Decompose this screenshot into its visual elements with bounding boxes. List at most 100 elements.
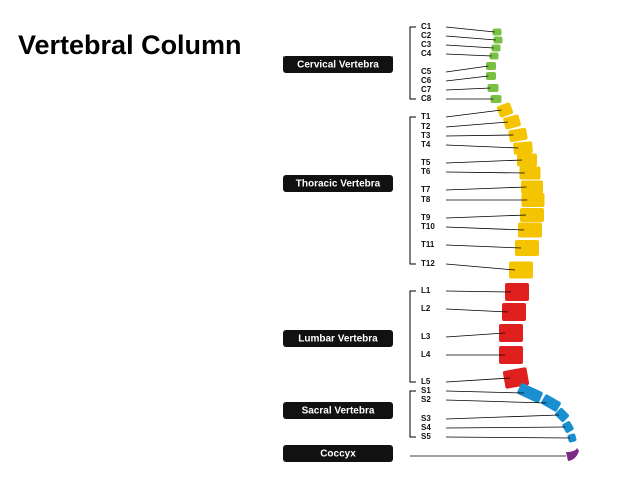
vertebra: [566, 448, 579, 461]
leader-line: [445, 65, 489, 73]
vertebra: [517, 153, 537, 167]
vertebra: [509, 261, 533, 279]
leader-line: [445, 308, 509, 313]
leader-line: [445, 377, 511, 383]
title: Vertebral Column: [18, 30, 242, 60]
group-label: Lumbar Vertebra: [298, 334, 378, 345]
vertebra: [491, 44, 501, 52]
leader-line: [445, 244, 522, 249]
bracket: [409, 390, 416, 438]
vertebra-label: T4: [421, 140, 431, 149]
bracket: [409, 26, 416, 100]
leader-line: [445, 134, 514, 137]
vertebra-label: T11: [421, 240, 435, 249]
group-box: [283, 402, 393, 419]
vertebra-label: L5: [421, 377, 431, 386]
vertebra: [541, 394, 561, 412]
leader-line: [445, 186, 527, 191]
vertebra: [486, 72, 496, 80]
leader-line: [445, 332, 506, 338]
leader-line: [445, 214, 527, 219]
vertebra: [493, 36, 503, 44]
vertebra: [521, 180, 543, 194]
vertebra: [521, 193, 545, 207]
vertebra-label: T9: [421, 213, 431, 222]
vertebra-label: L1: [421, 286, 431, 295]
leader-line: [445, 159, 523, 164]
bracket: [409, 116, 416, 265]
vertebra-label: C2: [421, 31, 432, 40]
group-box: [283, 445, 393, 462]
vertebra-label: L3: [421, 332, 431, 341]
bracket: [409, 290, 416, 383]
group-label: Sacral Vertebra: [302, 406, 375, 417]
vertebra: [492, 28, 502, 36]
vertebra-label: T8: [421, 195, 431, 204]
vertebra: [567, 433, 577, 443]
vertebra-label: S4: [421, 423, 431, 432]
vertebra: [496, 102, 514, 118]
leader-line: [445, 436, 571, 439]
vertebra: [508, 127, 528, 143]
vertebra: [519, 166, 541, 180]
vertebra-label: T1: [421, 112, 431, 121]
vertebra: [562, 421, 574, 433]
vertebra: [502, 303, 526, 321]
leader-line: [445, 290, 512, 293]
group-label: Cervical Vertebra: [297, 60, 379, 71]
leader-line: [445, 414, 560, 420]
vertebra-label: C7: [421, 85, 432, 94]
vertebra: [520, 208, 544, 222]
leader-line: [445, 35, 496, 41]
vertebra: [487, 84, 499, 92]
leader-line: [445, 226, 525, 231]
leader-line: [445, 121, 509, 128]
vertebra-label: T10: [421, 222, 435, 231]
vertebra-label: C3: [421, 40, 432, 49]
vertebra: [499, 324, 523, 342]
vertebra-label: C6: [421, 76, 432, 85]
vertebra: [486, 62, 496, 70]
vertebra: [555, 408, 569, 422]
leader-line: [445, 390, 525, 394]
vertebra: [490, 95, 502, 103]
vertebra-label: S2: [421, 395, 431, 404]
vertebra-label: T7: [421, 185, 431, 194]
leader-line: [445, 171, 525, 174]
group-label: Coccyx: [320, 449, 356, 460]
leader-line: [445, 75, 489, 82]
leader-line: [445, 87, 491, 91]
vertebra-label: T12: [421, 259, 435, 268]
vertebra: [499, 346, 523, 364]
vertebra-label: C5: [421, 67, 432, 76]
leader-line: [445, 26, 495, 33]
vertebra: [517, 383, 543, 403]
vertebra: [505, 283, 529, 301]
vertebra-label: L2: [421, 304, 431, 313]
vertebra-label: L4: [421, 350, 431, 359]
vertebra-label: S1: [421, 386, 431, 395]
group-label: Thoracic Vertebra: [296, 179, 381, 190]
leader-line: [445, 53, 492, 57]
vertebra-label: C4: [421, 49, 432, 58]
vertebra-label: C1: [421, 22, 432, 31]
vertebra: [513, 141, 533, 155]
leader-line: [445, 426, 566, 429]
leader-line: [445, 263, 516, 271]
group-box: [283, 175, 393, 192]
vertebra-label: T3: [421, 131, 431, 140]
vertebra-label: S3: [421, 414, 431, 423]
vertebra: [503, 114, 521, 130]
group-box: [283, 330, 393, 347]
leader-line: [445, 399, 547, 404]
vertebra-label: T5: [421, 158, 431, 167]
leader-line: [445, 44, 494, 49]
vertebra: [489, 52, 499, 60]
vertebra-label: T2: [421, 122, 431, 131]
group-box: [283, 56, 393, 73]
vertebra-label: T6: [421, 167, 431, 176]
vertebra: [518, 222, 542, 238]
leader-line: [445, 109, 502, 118]
vertebra: [515, 240, 539, 256]
